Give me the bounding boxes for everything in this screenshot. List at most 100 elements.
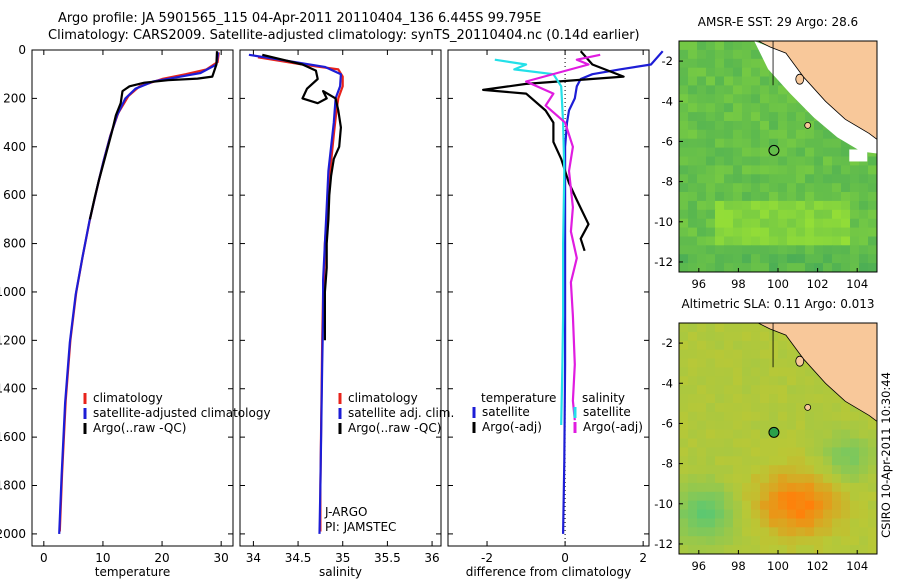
sla-map-grid-cell	[868, 465, 877, 475]
sst-map-grid-cell	[805, 236, 815, 246]
sla-map-grid-cell	[679, 340, 689, 351]
sla-map-grid-cell	[850, 527, 860, 537]
sla-map-grid-cell	[787, 358, 797, 368]
sla-map-grid-cell	[859, 411, 869, 422]
sst-map-grid-cell	[760, 200, 770, 211]
sst-map-grid-cell	[715, 174, 725, 184]
sla-map-grid-cell	[760, 349, 770, 360]
sla-map-grid-cell	[769, 491, 779, 502]
sla-map-grid-cell	[724, 500, 734, 511]
sst-map-grid-cell	[715, 129, 725, 140]
sst-map-grid-cell	[724, 192, 734, 202]
sla-map-grid-cell	[760, 536, 770, 546]
sst-map-grid-cell	[805, 227, 815, 238]
sst-map-grid-cell	[697, 165, 707, 175]
sla-map-grid-cell	[706, 500, 716, 511]
sst-map-grid-cell	[832, 245, 842, 255]
sst-map-grid-cell	[724, 138, 734, 149]
sst-map-grid-cell	[832, 263, 842, 272]
sla-map-grid-cell	[742, 438, 752, 448]
temperature-ytick-label: 1000	[0, 285, 26, 299]
sst-map-grid-cell	[697, 156, 707, 166]
sst-map-grid-cell	[751, 174, 761, 184]
sst-map-ytick-label: -12	[654, 255, 673, 269]
salinity-series-satellite-adj-clim-	[248, 53, 342, 534]
sst-map-ytick-label: -8	[662, 175, 673, 189]
sst-map-grid-cell	[733, 121, 743, 131]
sla-map-grid-cell	[760, 509, 770, 520]
sla-map-grid-cell	[679, 429, 689, 440]
difference-legend-label: Argo(-adj)	[482, 420, 542, 434]
sla-map-grid-cell	[688, 518, 698, 528]
sla-map-grid-cell	[697, 482, 707, 493]
sst-map-grid-cell	[769, 76, 779, 86]
sla-map-grid-cell	[787, 536, 797, 546]
sst-map-land-island	[795, 73, 805, 85]
sla-map-grid-cell	[778, 358, 788, 368]
sst-map-grid-cell	[760, 192, 770, 202]
sst-map-grid-cell	[814, 147, 824, 158]
sst-map-grid-cell	[796, 227, 806, 238]
sst-map-grid-cell	[679, 147, 689, 158]
sla-map-grid-cell	[823, 394, 833, 404]
sst-map-grid-cell	[850, 209, 860, 220]
sst-map-grid-cell	[859, 174, 869, 184]
salinity-xtick-label: 35	[335, 551, 350, 565]
sla-map-grid-cell	[787, 500, 797, 511]
sst-map-grid-cell	[769, 227, 779, 238]
sst-map-grid-cell	[760, 263, 770, 272]
sst-map-grid-cell	[706, 103, 716, 113]
sla-map-grid-cell	[733, 367, 743, 377]
sla-map-grid-cell	[679, 465, 689, 475]
sla-map-grid-cell	[787, 340, 797, 351]
sla-map-grid-cell	[688, 491, 698, 502]
sst-map-grid-cell	[778, 174, 788, 184]
sst-map-grid-cell	[859, 254, 869, 264]
sst-map-grid-cell	[814, 129, 824, 140]
sst-map-grid-cell	[805, 112, 815, 122]
sla-map-grid-cell	[715, 536, 725, 546]
sla-map-grid-cell	[841, 411, 851, 422]
temperature-series-argo-raw-qc-	[88, 51, 219, 220]
sla-map-grid-cell	[823, 491, 833, 502]
sst-map-grid-cell	[697, 103, 707, 113]
sla-map-grid-cell	[679, 500, 689, 511]
sst-map-grid-cell	[760, 218, 770, 229]
sst-map-grid-cell	[724, 183, 734, 193]
sla-map-grid-cell	[769, 385, 779, 395]
sla-map-grid-cell	[859, 482, 869, 493]
sla-map-grid-cell	[778, 447, 788, 457]
sla-map-grid-cell	[805, 518, 815, 528]
sst-map-grid-cell	[688, 227, 698, 238]
sla-map-grid-cell	[733, 403, 743, 413]
sla-map-grid-cell	[760, 420, 770, 431]
sla-map-grid-cell	[742, 367, 752, 377]
sst-map-grid-cell	[787, 174, 797, 184]
sla-map-grid-cell	[742, 518, 752, 528]
sst-map-grid-cell	[697, 129, 707, 140]
sla-map-grid-cell	[697, 447, 707, 457]
sst-map-grid-cell	[724, 245, 734, 255]
sst-map-grid-cell	[715, 147, 725, 158]
sla-map-grid-cell	[823, 500, 833, 511]
sst-map-grid-cell	[814, 165, 824, 175]
sst-map-grid-cell	[724, 263, 734, 272]
sst-map-grid-cell	[706, 58, 716, 69]
sla-map-grid-cell	[832, 545, 842, 554]
sst-map-grid-cell	[742, 200, 752, 211]
sla-map-grid-cell	[760, 411, 770, 422]
sla-map-grid-cell	[778, 385, 788, 395]
sla-map-grid-cell	[823, 403, 833, 413]
sst-map-grid-cell	[832, 138, 842, 149]
sst-map-grid-cell	[742, 263, 752, 272]
sla-map-grid-cell	[706, 474, 716, 484]
sst-map-grid-cell	[679, 94, 689, 104]
sla-map-grid-cell	[688, 482, 698, 493]
sst-map-grid-cell	[706, 129, 716, 140]
sla-map-grid-cell	[679, 545, 689, 554]
sst-map-grid-cell	[742, 85, 752, 95]
sst-map-grid-cell	[814, 209, 824, 220]
sla-map-ytick-label: -12	[654, 537, 673, 551]
sla-map-grid-cell	[805, 491, 815, 502]
sla-map-grid-cell	[715, 447, 725, 457]
